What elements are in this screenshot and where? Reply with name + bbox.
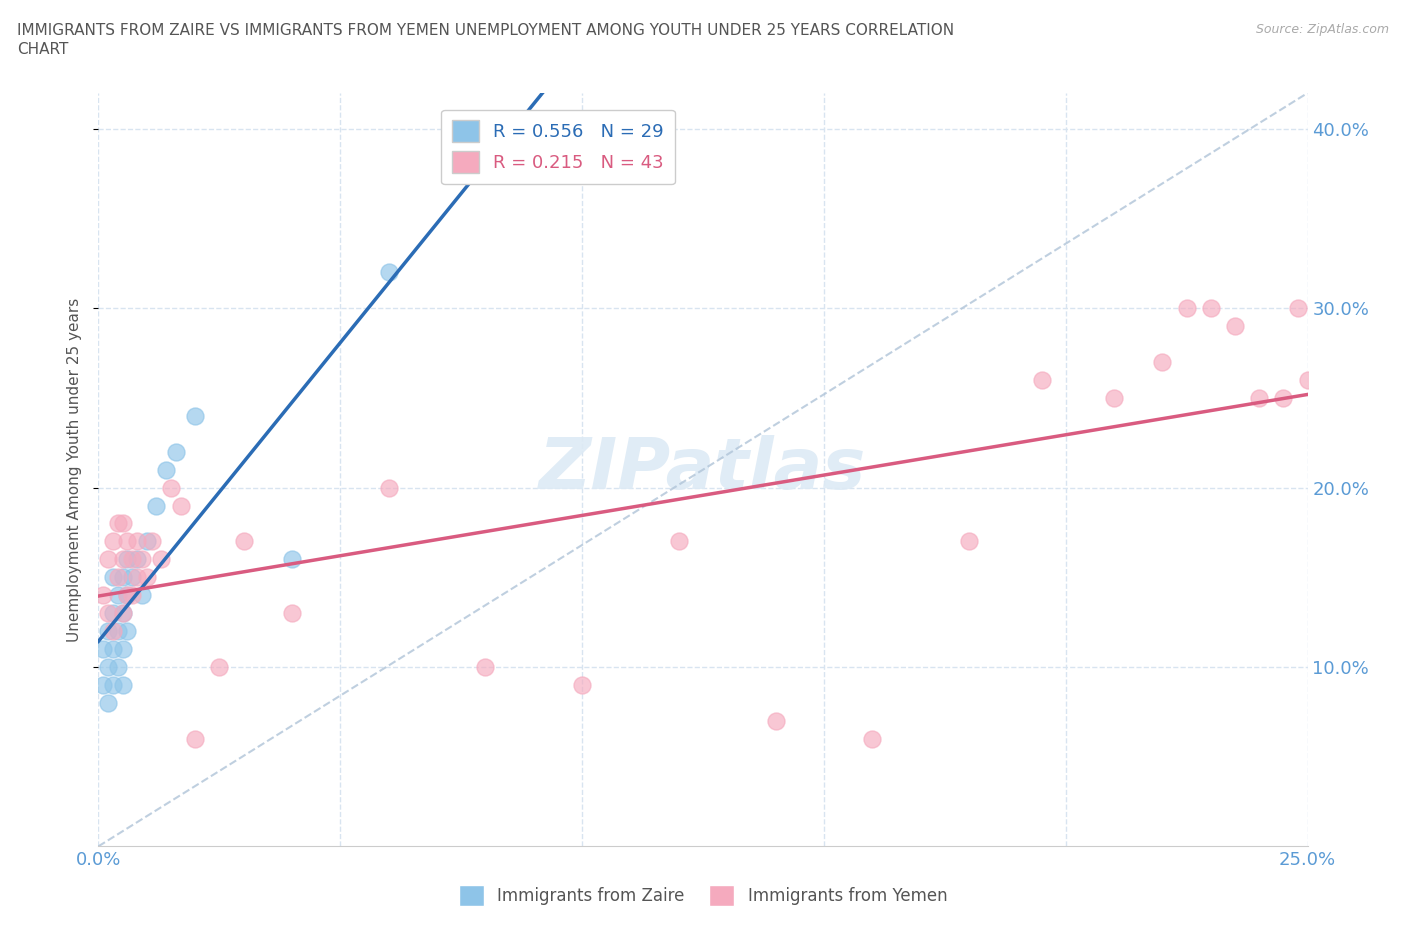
Point: [111, 677, 134, 692]
Point: [97, 551, 120, 566]
Point: [107, 516, 129, 531]
Point: [150, 551, 173, 566]
Point: [184, 408, 207, 423]
Text: IMMIGRANTS FROM ZAIRE VS IMMIGRANTS FROM YEMEN UNEMPLOYMENT AMONG YOUTH UNDER 25: IMMIGRANTS FROM ZAIRE VS IMMIGRANTS FROM…: [17, 23, 955, 38]
Point: [281, 551, 304, 566]
Point: [377, 265, 399, 280]
Text: Source: ZipAtlas.com: Source: ZipAtlas.com: [1256, 23, 1389, 36]
Point: [111, 516, 134, 531]
Point: [165, 445, 187, 459]
Point: [97, 605, 120, 620]
Point: [91, 642, 114, 657]
Point: [281, 605, 304, 620]
Point: [131, 588, 153, 603]
Point: [107, 624, 129, 639]
Point: [135, 570, 157, 585]
Point: [117, 534, 139, 549]
Text: CHART: CHART: [17, 42, 69, 57]
Point: [121, 588, 143, 603]
Point: [107, 570, 129, 585]
Point: [101, 677, 124, 692]
Point: [101, 642, 124, 657]
Point: [135, 534, 157, 549]
Point: [97, 696, 120, 711]
Point: [160, 480, 183, 495]
Point: [1102, 391, 1125, 405]
Point: [111, 551, 134, 566]
Point: [131, 551, 153, 566]
Point: [184, 731, 207, 746]
Point: [107, 588, 129, 603]
Point: [101, 624, 124, 639]
Point: [127, 570, 149, 585]
Point: [107, 659, 129, 674]
Point: [117, 588, 139, 603]
Point: [117, 624, 139, 639]
Point: [91, 588, 114, 603]
Point: [101, 570, 124, 585]
Point: [97, 624, 120, 639]
Point: [1199, 300, 1222, 315]
Point: [1031, 373, 1053, 388]
Point: [571, 677, 593, 692]
Point: [765, 713, 787, 728]
Point: [127, 551, 149, 566]
Point: [1152, 354, 1174, 369]
Point: [1175, 300, 1198, 315]
Point: [232, 534, 254, 549]
Point: [97, 659, 120, 674]
Point: [169, 498, 191, 513]
Point: [208, 659, 231, 674]
Point: [121, 551, 143, 566]
Point: [1286, 300, 1309, 315]
Point: [141, 534, 163, 549]
Y-axis label: Unemployment Among Youth under 25 years: Unemployment Among Youth under 25 years: [67, 298, 83, 642]
Point: [668, 534, 690, 549]
Legend: R = 0.556   N = 29, R = 0.215   N = 43: R = 0.556 N = 29, R = 0.215 N = 43: [441, 110, 675, 184]
Text: ZIPatlas: ZIPatlas: [540, 435, 866, 504]
Point: [111, 605, 134, 620]
Point: [474, 659, 496, 674]
Point: [377, 480, 399, 495]
Point: [91, 677, 114, 692]
Point: [111, 605, 134, 620]
Point: [155, 462, 177, 477]
Point: [860, 731, 883, 746]
Point: [117, 551, 139, 566]
Point: [1223, 319, 1246, 334]
Point: [117, 588, 139, 603]
Point: [121, 570, 143, 585]
Point: [101, 605, 124, 620]
Point: [1249, 391, 1271, 405]
Point: [111, 642, 134, 657]
Legend: Immigrants from Zaire, Immigrants from Yemen: Immigrants from Zaire, Immigrants from Y…: [451, 879, 955, 912]
Point: [145, 498, 167, 513]
Point: [957, 534, 980, 549]
Point: [1296, 373, 1319, 388]
Point: [101, 534, 124, 549]
Point: [111, 570, 134, 585]
Point: [127, 534, 149, 549]
Point: [1272, 391, 1295, 405]
